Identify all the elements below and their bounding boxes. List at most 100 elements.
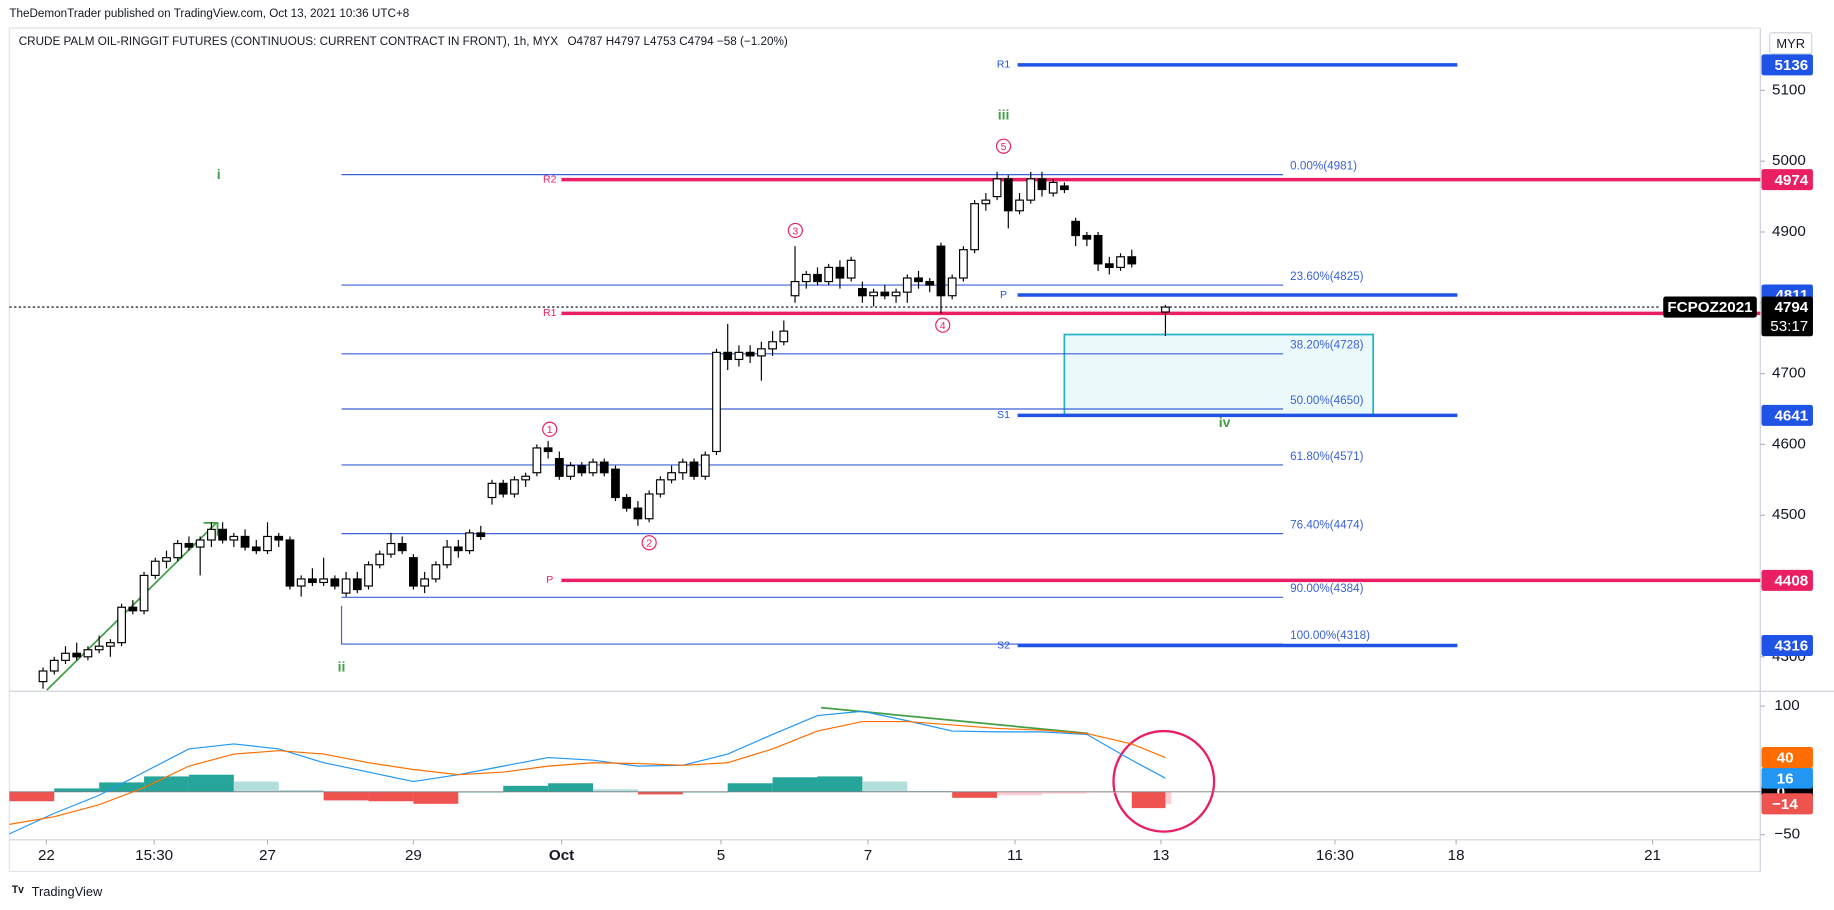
x-tick-label: Oct [549, 847, 574, 864]
x-tick-label: 22 [38, 847, 55, 864]
fib-label: 61.80%(4571) [1290, 450, 1364, 463]
wave-label: ii [338, 659, 346, 675]
x-tick-label: 11 [1007, 847, 1023, 864]
pivot-price: 4316 [1774, 638, 1808, 655]
pivot-name: S2 [997, 639, 1010, 651]
fib-label: 76.40%(4474) [1290, 519, 1364, 532]
x-tick-label: 29 [405, 847, 422, 864]
candle-body [891, 291, 901, 297]
candle-body [790, 280, 800, 297]
candle-body [936, 245, 946, 297]
candle-body [1093, 234, 1103, 265]
pivot-price-box [1761, 634, 1813, 657]
candle-body [846, 259, 856, 279]
pivot-price-box [1761, 169, 1813, 191]
y-tick-label: −50 [1774, 826, 1800, 843]
candle-body [566, 465, 575, 477]
candle-body [386, 542, 396, 555]
candle-body [274, 535, 284, 541]
candle-body [397, 542, 407, 552]
candle-body [1161, 306, 1170, 313]
pivot-name: P [1000, 289, 1007, 301]
wave-label: iii [998, 107, 1010, 123]
hist-last-box [1761, 793, 1813, 815]
publisher: TheDemonTrader published on TradingView.… [9, 7, 409, 20]
candle-body [1060, 185, 1069, 191]
macd-line [9, 720, 1166, 825]
candle-body [105, 642, 115, 647]
candle-body [173, 542, 183, 559]
wave-label: 1 [547, 424, 553, 436]
y-tick-label: 0 [1777, 784, 1785, 801]
candle-body [858, 288, 867, 297]
y-tick-label: 4500 [1772, 506, 1806, 523]
candle-body [420, 578, 430, 587]
candle-body [902, 277, 912, 293]
y-tick-label: 4600 [1772, 435, 1806, 452]
currency-box[interactable] [1769, 32, 1813, 55]
histogram-bar [9, 791, 55, 802]
candle-body [554, 457, 564, 477]
candle-body [49, 659, 59, 672]
candle-body [925, 280, 935, 286]
countdown: 53:17 [1770, 318, 1808, 335]
candle-body [869, 291, 878, 297]
symbol-title: CRUDE PALM OIL-RINGGIT FUTURES (CONTINUO… [19, 35, 559, 48]
candle-body [72, 652, 82, 658]
histogram-bar [637, 791, 683, 795]
histogram-bar [413, 791, 459, 804]
candle-body [453, 546, 463, 552]
candle-body [678, 461, 688, 474]
candle-body [588, 461, 598, 474]
candle-body [195, 539, 205, 548]
histogram-bar [54, 788, 100, 792]
candle-body [521, 475, 531, 481]
histogram-bar [99, 782, 145, 792]
last-value-box [1761, 747, 1813, 769]
histogram-bar [368, 791, 414, 802]
candle-body [667, 472, 676, 481]
candle-body [431, 564, 441, 580]
candle-body [38, 670, 48, 683]
histogram-bar [188, 774, 234, 792]
histogram-bar [817, 776, 863, 792]
candle-body [308, 578, 317, 584]
x-tick-label: 27 [259, 847, 276, 864]
y-tick-label: 5100 [1772, 81, 1806, 98]
candle-body [655, 479, 665, 495]
x-tick-label: 7 [864, 847, 872, 864]
candle-body [959, 249, 968, 279]
candle-body [756, 348, 766, 357]
candle-body [465, 532, 474, 552]
histogram-bar [593, 789, 638, 792]
y-tick-label: 4700 [1772, 365, 1806, 382]
candle-body [824, 266, 834, 283]
last-value-box [1761, 767, 1813, 789]
histogram-bar [997, 791, 1042, 796]
histogram-bar [144, 776, 189, 792]
pivot-price: 4974 [1774, 172, 1808, 189]
candle-body [128, 606, 138, 612]
pivot-name: R1 [543, 307, 557, 319]
histogram-bar [1041, 791, 1087, 794]
fib-label: 50.00%(4650) [1290, 394, 1364, 407]
candle-body [352, 578, 362, 591]
wave-label: 5 [1001, 141, 1007, 153]
wave-label: iv [1219, 414, 1231, 430]
histogram-bar [548, 783, 594, 792]
candle-body [139, 574, 149, 612]
last-value: 16 [1777, 770, 1794, 787]
logo-mark: ᵀᵛ [12, 883, 25, 900]
currency: MYR [1776, 36, 1805, 51]
wave-circle [542, 421, 558, 437]
candle-body [947, 277, 957, 297]
candle-body [1037, 178, 1047, 191]
histogram-bar [503, 785, 549, 792]
candle-body [162, 557, 171, 562]
histogram-bar [1165, 791, 1172, 804]
candle-body [745, 351, 755, 357]
candle-body [1082, 234, 1092, 240]
y-tick-label: 100 [1774, 697, 1799, 714]
candle-body [532, 447, 542, 474]
target-box [1063, 333, 1375, 417]
